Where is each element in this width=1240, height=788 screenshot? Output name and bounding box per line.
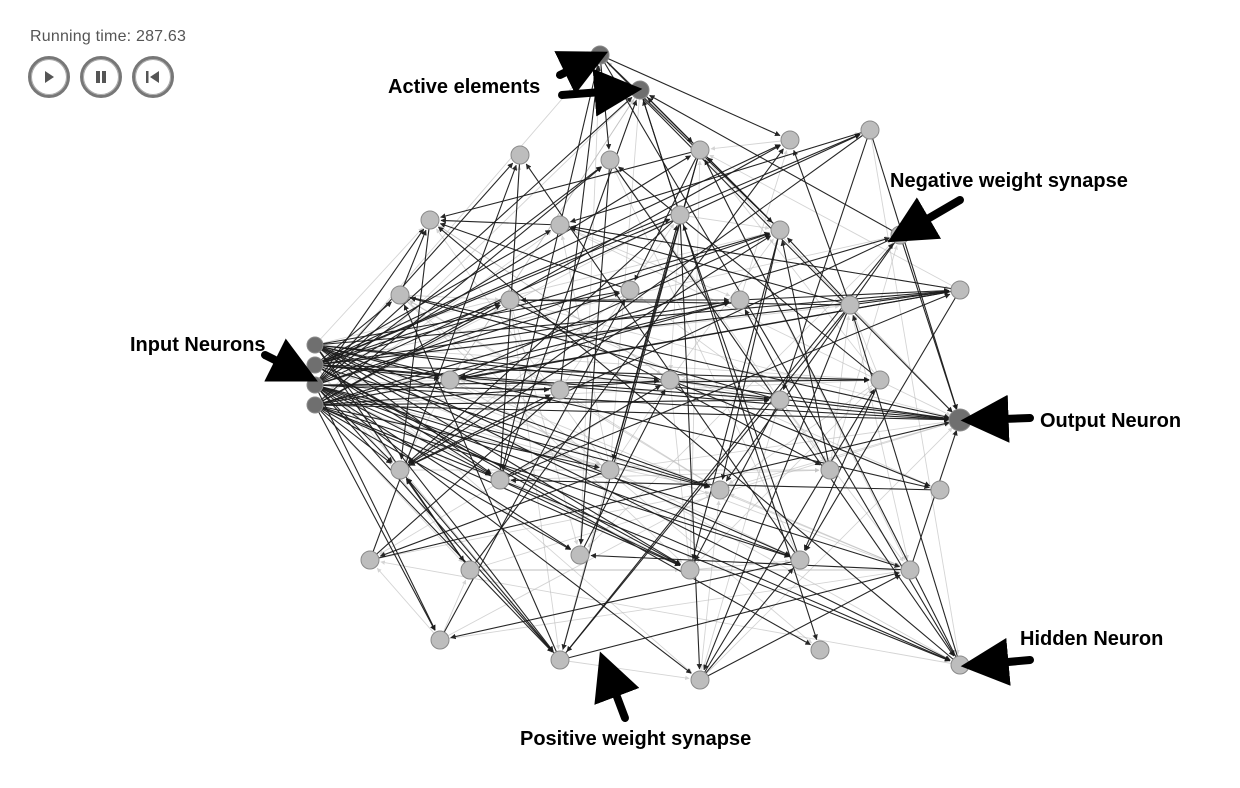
- hidden-neuron: [631, 81, 649, 99]
- hidden-neuron: [691, 141, 709, 159]
- negative-arrow: [900, 200, 960, 235]
- label-negative-synapse: Negative weight synapse: [890, 170, 1128, 193]
- input-arrow: [265, 355, 305, 375]
- hidden-neuron: [391, 286, 409, 304]
- hidden-neuron: [781, 131, 799, 149]
- hidden-neuron: [551, 651, 569, 669]
- active-arrow-2: [562, 90, 628, 95]
- hidden-neuron: [361, 551, 379, 569]
- hidden-neuron: [551, 216, 569, 234]
- hidden-neuron: [771, 221, 789, 239]
- hidden-neuron: [601, 151, 619, 169]
- hidden-neuron: [871, 371, 889, 389]
- hidden-neuron: [791, 551, 809, 569]
- input-neuron: [307, 357, 323, 373]
- label-input-neurons: Input Neurons: [130, 334, 266, 357]
- hidden-neuron: [431, 631, 449, 649]
- hidden-neuron: [661, 371, 679, 389]
- input-neuron: [307, 337, 323, 353]
- hidden-neuron: [951, 656, 969, 674]
- hidden-neuron: [821, 461, 839, 479]
- positive-arrow: [605, 665, 625, 718]
- hidden-neuron: [421, 211, 439, 229]
- hidden-neuron: [671, 206, 689, 224]
- label-output-neuron: Output Neuron: [1040, 410, 1181, 433]
- label-hidden-neuron: Hidden Neuron: [1020, 628, 1163, 651]
- hidden-neuron: [391, 461, 409, 479]
- hidden-neuron: [501, 291, 519, 309]
- hidden-neuron: [441, 371, 459, 389]
- hidden-neuron: [931, 481, 949, 499]
- hidden-neuron: [491, 471, 509, 489]
- label-positive-synapse: Positive weight synapse: [520, 728, 751, 751]
- hidden-neuron: [551, 381, 569, 399]
- input-neuron: [307, 377, 323, 393]
- hidden-neuron: [771, 391, 789, 409]
- hidden-arrow: [975, 660, 1030, 665]
- hidden-neuron: [811, 641, 829, 659]
- hidden-neuron: [901, 561, 919, 579]
- hidden-neuron: [951, 281, 969, 299]
- hidden-neuron: [511, 146, 529, 164]
- hidden-neuron: [601, 461, 619, 479]
- hidden-neuron: [571, 546, 589, 564]
- hidden-neuron: [691, 671, 709, 689]
- hidden-neuron: [461, 561, 479, 579]
- hidden-neuron: [861, 121, 879, 139]
- output-neuron: [949, 409, 971, 431]
- positive-edges: [315, 55, 960, 680]
- hidden-neuron: [711, 481, 729, 499]
- hidden-neuron: [841, 296, 859, 314]
- hidden-neuron: [621, 281, 639, 299]
- hidden-neuron: [681, 561, 699, 579]
- input-neuron: [307, 397, 323, 413]
- label-active-elements: Active elements: [388, 76, 540, 99]
- hidden-neuron: [731, 291, 749, 309]
- neural-network-diagram: [0, 0, 1240, 788]
- output-arrow: [975, 418, 1030, 420]
